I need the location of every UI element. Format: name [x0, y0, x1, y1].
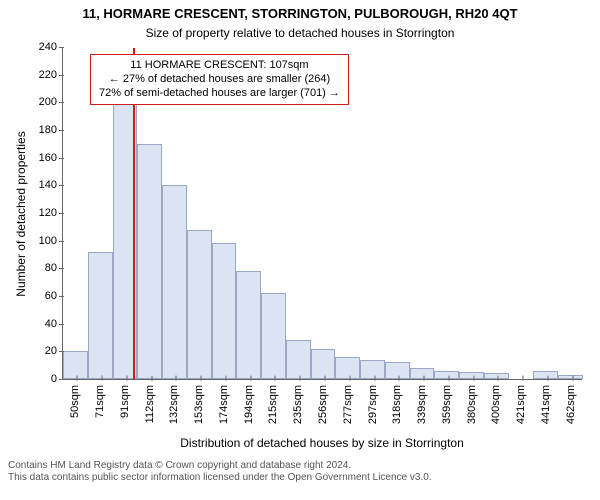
histogram-bar [311, 349, 336, 379]
x-tick: 50sqm [69, 379, 81, 418]
x-tick: 215sqm [267, 379, 279, 424]
x-tick: 462sqm [565, 379, 577, 424]
histogram-bar [63, 351, 88, 379]
x-tick: 256sqm [317, 379, 329, 424]
footer-line-1: Contains HM Land Registry data © Crown c… [8, 460, 592, 472]
x-tick: 380sqm [466, 379, 478, 424]
y-tick: 40 [45, 318, 63, 330]
histogram-bar [236, 271, 261, 379]
y-tick: 220 [39, 69, 63, 81]
y-tick: 200 [39, 96, 63, 108]
x-tick: 359sqm [441, 379, 453, 424]
histogram-bar [335, 357, 360, 379]
histogram-bar [459, 372, 484, 379]
x-tick: 71sqm [94, 379, 106, 418]
x-tick: 174sqm [218, 379, 230, 424]
x-tick: 421sqm [515, 379, 527, 424]
histogram-bar [187, 230, 212, 379]
histogram-bar [261, 293, 286, 379]
histogram-bar [533, 371, 558, 379]
histogram-bar [434, 371, 459, 379]
y-tick: 60 [45, 290, 63, 302]
y-tick: 120 [39, 207, 63, 219]
annotation-line-1: 11 HORMARE CRESCENT: 107sqm [99, 59, 340, 73]
y-tick: 180 [39, 124, 63, 136]
y-tick: 240 [39, 41, 63, 53]
histogram-bar [162, 185, 187, 379]
annotation-line-2: ← 27% of detached houses are smaller (26… [99, 73, 340, 87]
histogram-bar [212, 243, 237, 379]
y-tick: 140 [39, 179, 63, 191]
license-footer: Contains HM Land Registry data © Crown c… [8, 460, 592, 484]
x-tick: 235sqm [292, 379, 304, 424]
x-tick: 194sqm [243, 379, 255, 424]
histogram-bar [137, 144, 162, 379]
histogram-bar [385, 362, 410, 379]
x-tick: 132sqm [168, 379, 180, 424]
annotation-line-3: 72% of semi-detached houses are larger (… [99, 87, 340, 101]
x-tick: 91sqm [119, 379, 131, 418]
x-axis-label: Distribution of detached houses by size … [62, 436, 582, 450]
y-tick: 0 [51, 373, 63, 385]
x-tick: 277sqm [342, 379, 354, 424]
chart-title-address: 11, HORMARE CRESCENT, STORRINGTON, PULBO… [0, 6, 600, 21]
x-tick: 400sqm [490, 379, 502, 424]
y-tick: 20 [45, 345, 63, 357]
annotation-box: 11 HORMARE CRESCENT: 107sqm ← 27% of det… [90, 54, 349, 105]
y-tick: 100 [39, 235, 63, 247]
y-tick: 80 [45, 262, 63, 274]
histogram-bar [360, 360, 385, 379]
x-tick: 297sqm [367, 379, 379, 424]
histogram-bar [88, 252, 113, 379]
x-tick: 318sqm [391, 379, 403, 424]
histogram-bar [410, 368, 435, 379]
x-tick: 339sqm [416, 379, 428, 424]
x-tick: 153sqm [193, 379, 205, 424]
histogram-bar [286, 340, 311, 379]
x-tick: 112sqm [144, 379, 156, 423]
y-axis-label: Number of detached properties [14, 48, 28, 380]
y-tick: 160 [39, 152, 63, 164]
chart-subtitle: Size of property relative to detached ho… [0, 26, 600, 40]
footer-line-2: This data contains public sector informa… [8, 472, 592, 484]
x-tick: 441sqm [540, 379, 552, 424]
